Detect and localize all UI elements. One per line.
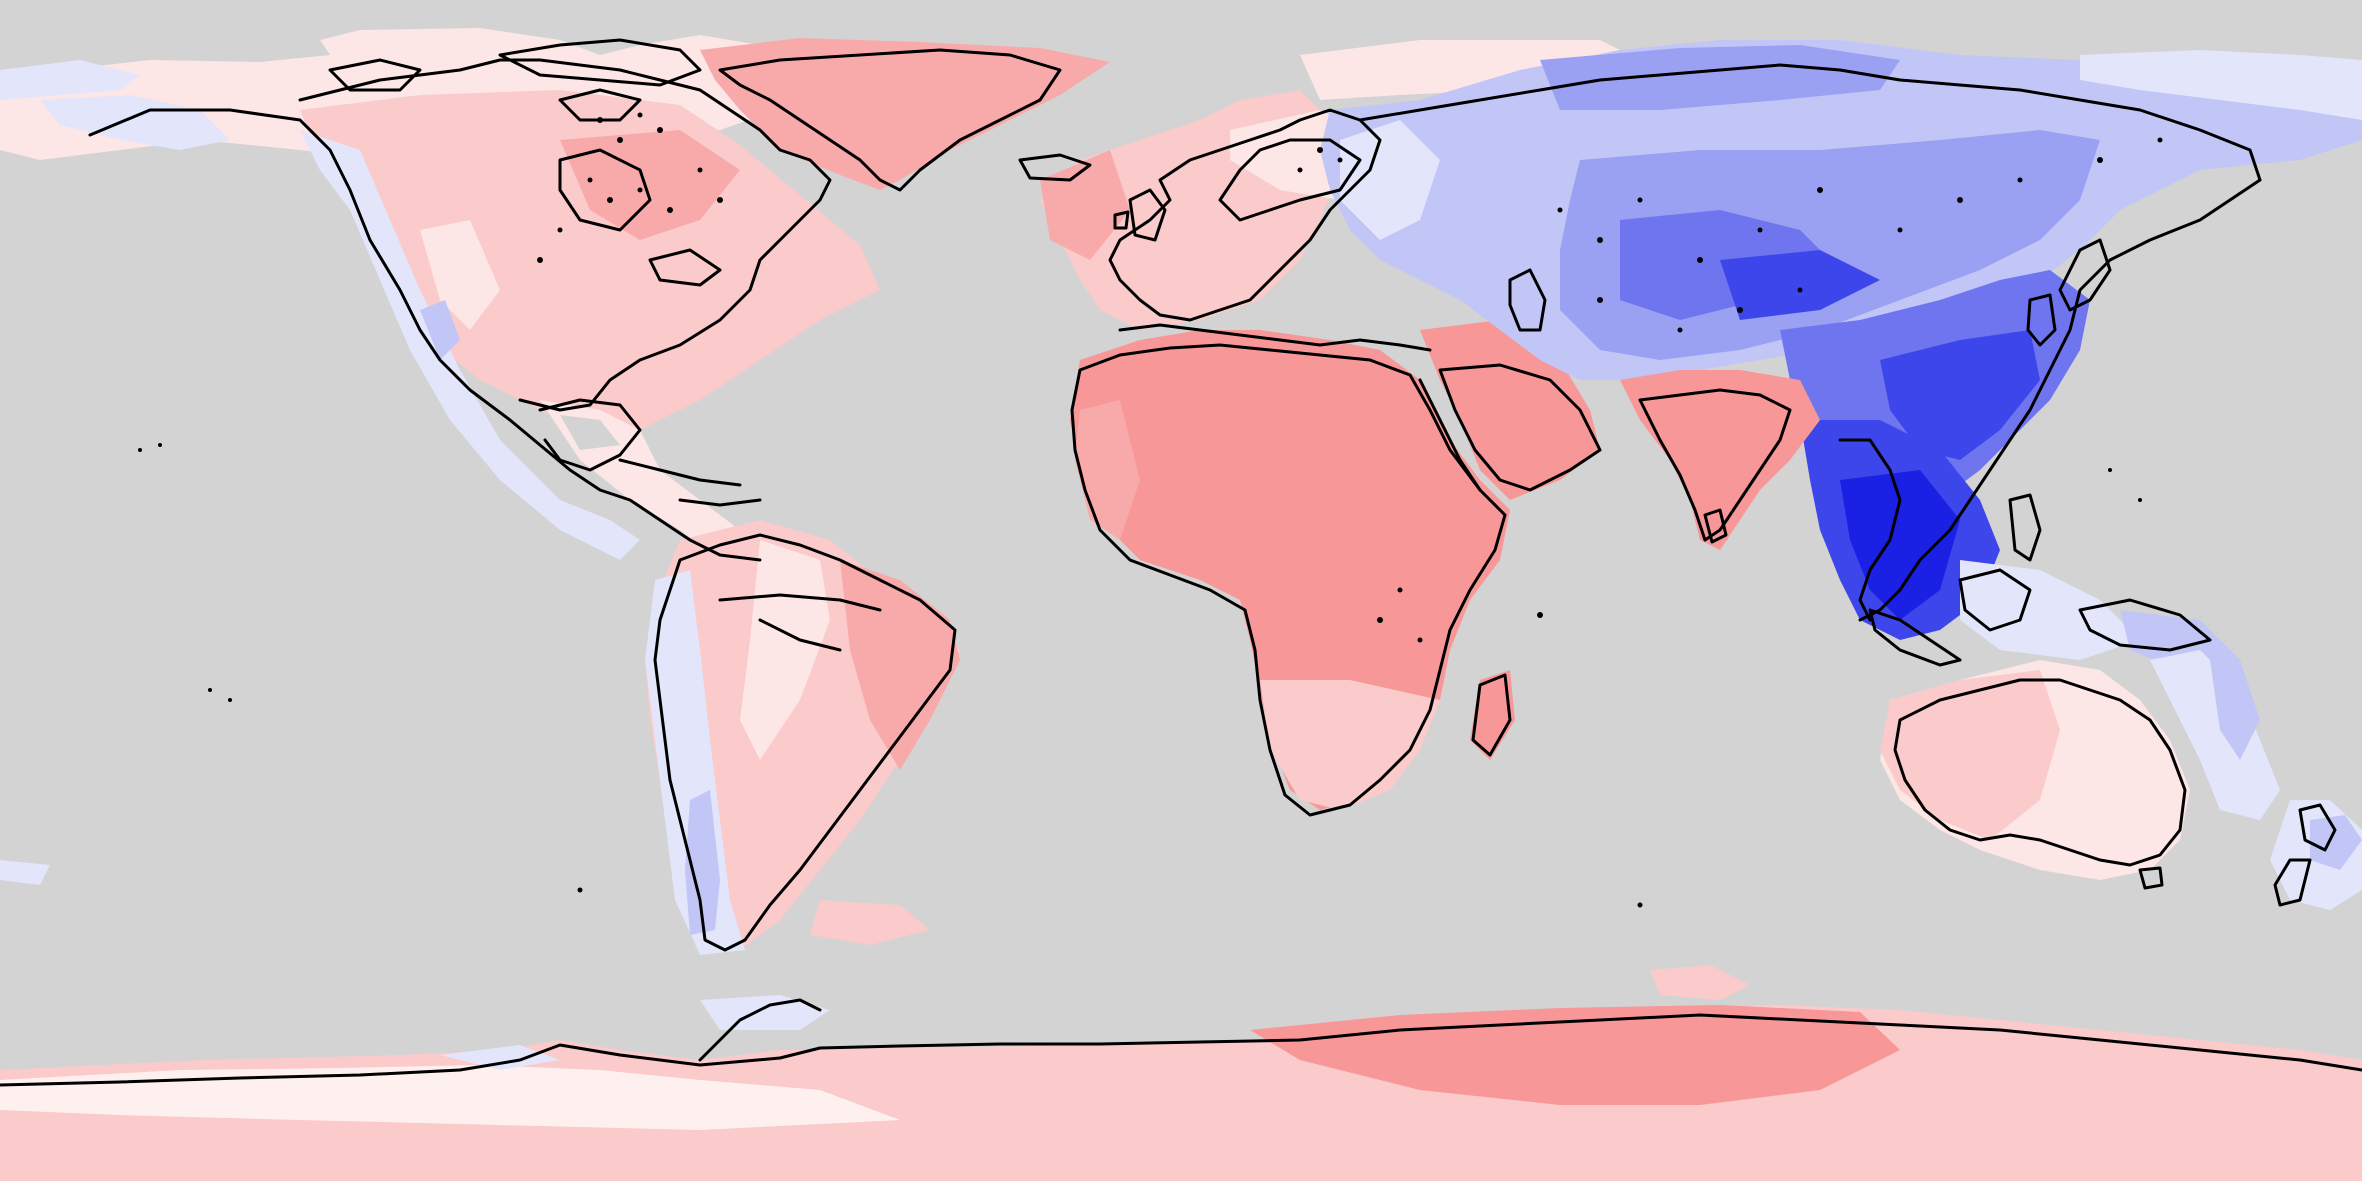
southeast-asia-fill	[1800, 420, 2240, 670]
southern-ocean-patches	[0, 860, 1750, 1000]
coastline-scandinavia	[1218, 138, 1362, 222]
africa-fill	[1070, 330, 1515, 810]
coastline-amazon	[718, 593, 882, 652]
coastline-mediterranean	[1118, 323, 1432, 352]
coastline-europe	[1108, 108, 1382, 322]
coastline-africa	[1070, 343, 1507, 817]
coastline-madagascar	[1471, 673, 1512, 757]
coastline-gulf-mexico	[538, 398, 642, 472]
coastline-korea	[2026, 293, 2057, 347]
coastline-antarctica	[0, 1013, 2362, 1087]
coastline-sri-lanka	[1703, 508, 1728, 544]
australia-fill	[1880, 650, 2280, 880]
coastline-asia-north	[1358, 63, 2262, 182]
coastline-sumatra	[1868, 608, 1962, 667]
coastline-caribbean	[618, 458, 762, 507]
coastline-india	[1638, 388, 1792, 542]
coastline-north-america	[88, 58, 832, 562]
coastline-greenland	[718, 48, 1062, 192]
coastline-new-zealand	[2273, 803, 2337, 907]
coastline-red-sea	[1418, 378, 1482, 492]
lake-island-speckles	[138, 112, 2163, 908]
central-asia-fill	[1560, 130, 2100, 360]
coastline-antarctic-peninsula	[698, 998, 822, 1062]
coastline-philippines	[2008, 493, 2042, 562]
coastline-australia	[1893, 678, 2187, 867]
new-zealand-fill	[2270, 800, 2362, 910]
north-america-fill	[300, 90, 880, 560]
south-america-fill	[645, 520, 960, 955]
coastlines	[0, 38, 2362, 1087]
coastline-caspian	[1508, 268, 1547, 332]
coastline-tasmania	[2138, 866, 2164, 890]
coastline-borneo	[1958, 568, 2032, 632]
coastline-uk	[1113, 188, 1167, 242]
coastline-south-america	[653, 533, 957, 952]
coastline-great-lakes	[648, 248, 722, 287]
coastline-japan	[2058, 238, 2112, 312]
coastline-indochina	[1838, 438, 1902, 622]
coastline-new-guinea	[2078, 598, 2212, 652]
coastline-arctic-islands	[328, 38, 702, 122]
greenland-fill	[700, 38, 1110, 190]
coastline-asia-east	[1858, 178, 2262, 622]
coastline-arabia	[1438, 363, 1602, 492]
coastline-hudson-bay	[558, 148, 652, 232]
coastline-iceland	[1018, 153, 1092, 182]
